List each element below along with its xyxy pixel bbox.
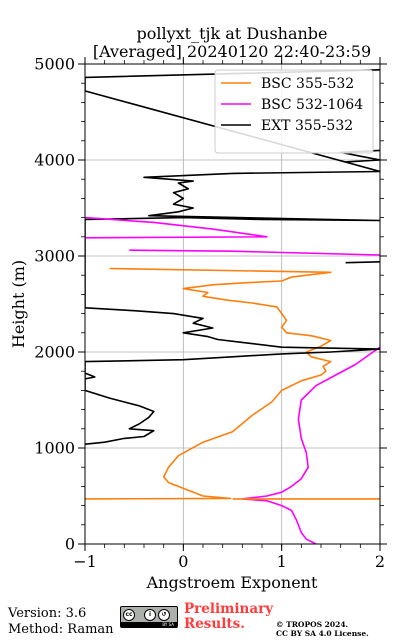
sa-icon: ↺ <box>158 609 170 621</box>
x-tick-label: −1 <box>73 552 97 571</box>
y-axis-label: Height (m) <box>9 260 28 348</box>
legend-label: BSC 532-1064 <box>261 97 363 113</box>
series-line-segment-4 <box>129 249 380 256</box>
y-tick-label: 3000 <box>34 247 75 266</box>
cc-badge-band: BY SA <box>121 622 177 627</box>
legend: BSC 355-532 BSC 532-1064 EXT 355-532 <box>214 69 374 154</box>
version-text: Version: 3.6 <box>8 606 87 621</box>
x-axis-label: Angstroem Exponent <box>146 573 318 592</box>
series-line-ext-355-532 <box>85 69 380 445</box>
cc-license-badge: cc i ↺ BY SA <box>120 606 178 628</box>
plot-frame <box>84 63 381 545</box>
copyright-notice: © TROPOS 2024. CC BY SA 4.0 License. <box>276 620 369 638</box>
footer-info: Version: 3.6 Method: Raman <box>8 606 114 638</box>
chart-subtitle: [Averaged] 20240120 22:40-23:59 <box>93 42 371 61</box>
chart-canvas: pollyxt_tjk at Dushanbe [Averaged] 20240… <box>9 24 387 592</box>
series-line-bsc-532-1064 <box>241 346 380 544</box>
copyright-line-2: CC BY SA 4.0 License. <box>276 629 369 638</box>
series-line-segment-8 <box>345 261 380 264</box>
preliminary-line-1: Preliminary <box>184 601 274 617</box>
y-tick-label: 4000 <box>34 151 75 170</box>
chart-title: pollyxt_tjk at Dushanbe <box>136 24 327 43</box>
series-layer <box>85 69 380 544</box>
y-tick-label: 2000 <box>34 343 75 362</box>
copyright-line-1: © TROPOS 2024. <box>276 620 349 629</box>
method-text: Method: Raman <box>8 622 114 637</box>
legend-box <box>214 69 374 154</box>
series-line-bsc-355-532 <box>85 267 332 500</box>
by-icon: i <box>144 609 156 621</box>
y-tick-label: 5000 <box>34 55 75 74</box>
cc-icon: cc <box>123 609 135 621</box>
legend-label: BSC 355-532 <box>261 76 354 92</box>
x-tick-label: 0 <box>178 552 188 571</box>
x-tick-label: 2 <box>375 552 385 571</box>
series-line-segment-3 <box>85 216 268 239</box>
preliminary-notice: Preliminary Results. <box>184 602 273 632</box>
x-tick-label: 1 <box>277 552 287 571</box>
y-tick-label: 0 <box>65 535 75 554</box>
preliminary-line-2: Results. <box>184 616 245 632</box>
legend-label: EXT 355-532 <box>261 118 353 134</box>
y-tick-label: 1000 <box>34 439 75 458</box>
series-line-segment-6 <box>85 372 96 380</box>
